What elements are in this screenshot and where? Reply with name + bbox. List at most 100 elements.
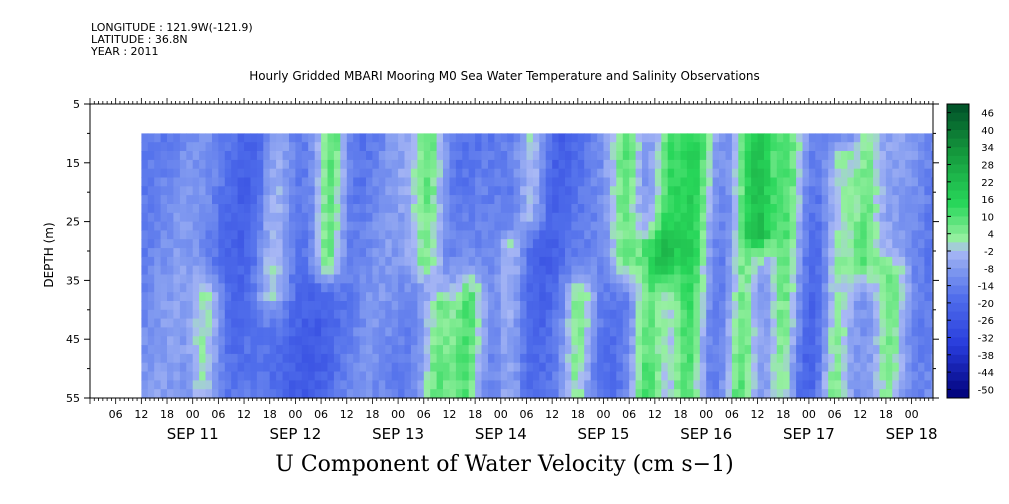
heatmap-cell [603,239,611,249]
heatmap-cell [744,151,752,161]
heatmap-cell [173,195,181,205]
heatmap-cell [609,309,617,320]
heatmap-cell [686,151,694,161]
heatmap-cell [423,371,431,381]
heatmap-cell [770,195,778,205]
heatmap-cell [545,186,553,196]
heatmap-cell [635,371,643,381]
heatmap-cell [192,353,200,364]
heatmap-cell [520,371,528,381]
heatmap-cell [731,221,739,231]
heatmap-cell [372,133,380,143]
heatmap-cell [212,177,219,187]
heatmap-cell [770,177,778,187]
heatmap-cell [680,212,688,223]
heatmap-cell [507,230,515,240]
heatmap-cell [808,239,816,249]
heatmap-cell [443,345,450,355]
heatmap-cell [430,362,438,373]
heatmap-cell [423,239,431,249]
heatmap-cell [706,353,714,364]
heatmap-cell [821,204,829,214]
heatmap-cell [372,256,380,267]
heatmap-cell [436,389,444,399]
heatmap-cell [808,212,816,223]
heatmap-cell [244,327,252,337]
heatmap-cell [513,230,521,240]
heatmap-cell [918,380,925,390]
heatmap-cell [250,353,258,364]
heatmap-cell [154,265,162,276]
heatmap-cell [719,353,726,364]
heatmap-cell [141,177,149,187]
heatmap-cell [167,389,174,399]
heatmap-cell [224,309,232,320]
heatmap-cell [815,380,823,390]
heatmap-cell [378,292,386,302]
heatmap-cell [905,380,913,390]
heatmap-cell [828,151,836,161]
heatmap-cell [404,230,412,240]
heatmap-cell [160,336,168,346]
heatmap-cell [179,212,187,223]
heatmap-cell [179,133,187,143]
heatmap-cell [597,230,605,240]
heatmap-cell [526,380,534,390]
heatmap-cell [141,283,149,293]
x-hour-label: 06 [519,408,533,421]
heatmap-cell [391,168,399,179]
heatmap-cell [744,309,752,320]
heatmap-cell [661,362,669,373]
heatmap-cell [584,195,592,205]
heatmap-cell [905,230,913,240]
heatmap-cell [828,133,836,143]
heatmap-cell [828,353,836,364]
heatmap-cell [930,142,933,152]
heatmap-cell [699,327,707,337]
colorbar-band [947,190,969,200]
heatmap-cell [699,353,707,364]
heatmap-cell [924,327,932,337]
heatmap-cell [808,283,816,293]
heatmap-cell [719,309,726,320]
heatmap-cell [616,239,624,249]
heatmap-cell [321,221,329,231]
heatmap-cell [924,309,932,320]
heatmap-cell [404,239,412,249]
heatmap-cell [789,230,797,240]
heatmap-cell [391,283,399,293]
heatmap-cell [853,239,861,249]
heatmap-cell [885,151,893,161]
heatmap-cell [744,327,752,337]
heatmap-cell [828,168,836,179]
heatmap-cell [276,274,284,284]
heatmap-cell [558,133,566,143]
heatmap-cell [847,186,855,196]
heatmap-cell [346,362,354,373]
heatmap-cell [475,309,483,320]
heatmap-cell [725,362,733,373]
heatmap-cell [430,274,438,284]
heatmap-cell [372,195,380,205]
heatmap-cell [731,168,739,179]
heatmap-cell [167,168,174,179]
heatmap-cell [327,230,335,240]
heatmap-cell [847,301,855,311]
heatmap-cell [584,301,592,311]
heatmap-cell [744,195,752,205]
heatmap-cell [815,371,823,381]
heatmap-cell [218,256,226,267]
heatmap-cell [218,186,226,196]
heatmap-cell [680,318,688,328]
heatmap-cell [776,195,784,205]
heatmap-cell [327,248,335,258]
colorbar-band [947,121,969,131]
heatmap-cell [308,380,316,390]
heatmap-cell [751,309,759,320]
heatmap-cell [642,389,649,399]
heatmap-cell [256,292,264,302]
heatmap-cell [263,142,271,152]
heatmap-cell [282,142,290,152]
heatmap-cell [751,142,759,152]
heatmap-cell [789,309,797,320]
